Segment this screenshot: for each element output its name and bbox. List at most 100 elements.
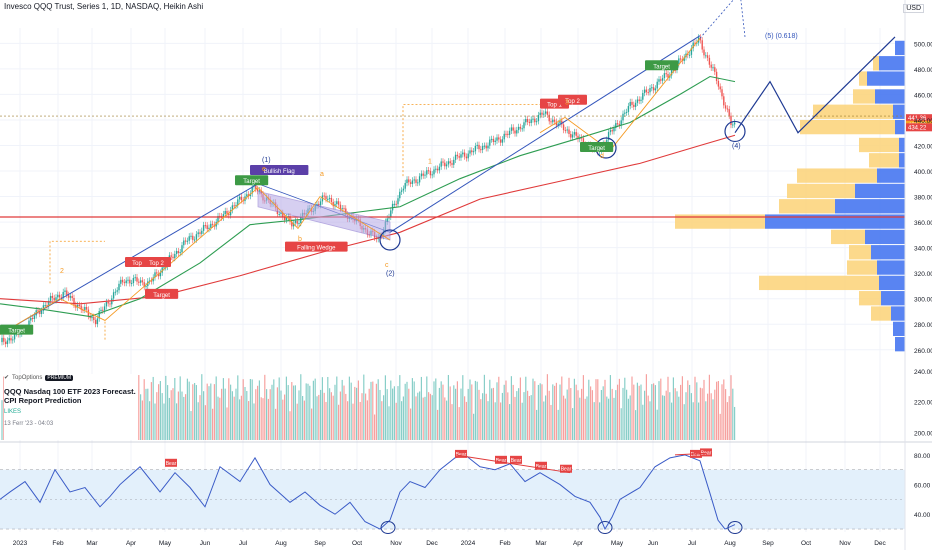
rsi-bear-label-bg — [165, 458, 177, 467]
volume-bar — [521, 402, 523, 440]
chart-title: Invesco QQQ Trust, Series 1, 1D, NASDAQ,… — [4, 2, 204, 11]
candle-body — [683, 57, 685, 61]
candle-body — [577, 135, 579, 140]
volume-bar — [363, 374, 365, 440]
candle-body — [197, 232, 199, 235]
volume-bar — [1, 400, 3, 440]
volume-bar — [503, 384, 505, 440]
volume-bar — [309, 385, 311, 440]
volume-profile-bar-sell — [797, 168, 877, 183]
volume-bar — [662, 395, 664, 440]
volume-bar — [507, 392, 509, 440]
time-tick-label: Nov — [390, 540, 402, 547]
price-tick-label: 320.00 — [914, 271, 932, 278]
volume-bar — [141, 400, 143, 440]
brand-icon: ✔ — [4, 375, 10, 381]
volume-bar — [599, 402, 601, 440]
candle-body — [391, 203, 394, 211]
volume-bar — [568, 377, 570, 440]
candle-body — [233, 205, 235, 207]
time-tick-label: May — [159, 540, 172, 547]
volume-bar — [163, 403, 165, 440]
volume-bar — [203, 391, 205, 440]
wave-circle — [379, 229, 401, 251]
volume-bar — [379, 389, 381, 440]
candle-body — [562, 124, 565, 131]
candle-body — [202, 225, 205, 231]
volume-bar — [152, 376, 154, 440]
candle-body — [222, 214, 225, 218]
volume-bar — [671, 402, 673, 440]
rsi-bear-label: Bear — [561, 467, 572, 473]
price-tick-label: 480.00 — [914, 67, 932, 74]
target-label: Target — [588, 146, 605, 152]
candle-body — [174, 253, 176, 259]
volume-bar — [707, 393, 709, 440]
volume-profile-bar-sell — [853, 89, 875, 104]
volume-bar — [653, 383, 655, 440]
volume-bar — [348, 376, 350, 440]
volume-bar — [433, 381, 435, 440]
time-tick-label: May — [611, 540, 624, 547]
volume-bar — [480, 399, 482, 440]
candle-body — [627, 106, 630, 112]
volume-bar — [339, 391, 341, 440]
price-tick-label: 380.00 — [914, 195, 932, 202]
volume-bar — [723, 379, 725, 440]
idea-info-card[interactable]: ✔ TopOptions PREMIUM QQQ Nasdaq 100 ETF … — [4, 374, 138, 440]
volume-bar — [177, 391, 179, 440]
volume-bar — [159, 381, 161, 440]
volume-bar — [597, 379, 599, 440]
rsi-bear-label-bg — [700, 448, 712, 457]
wave-label: a — [320, 171, 324, 178]
candle-body — [498, 137, 500, 140]
volume-bar — [582, 375, 584, 440]
candle-body — [78, 305, 81, 307]
volume-bar — [269, 389, 271, 440]
volume-bar — [465, 401, 467, 440]
likes-label[interactable]: LIKES — [4, 409, 22, 415]
candle-body — [402, 188, 405, 191]
candle-body — [613, 127, 615, 132]
idea-headline[interactable]: QQQ Nasdaq 100 ETF 2023 Forecast. CPI Re… — [4, 387, 136, 405]
candle-body — [548, 114, 550, 122]
candle-body — [53, 297, 55, 301]
time-tick-label: Nov — [839, 540, 851, 547]
candle-body — [654, 88, 657, 91]
candle-body — [544, 111, 547, 114]
price-tag-bg — [906, 123, 932, 132]
volume-bar — [541, 384, 543, 440]
time-tick-label: Dec — [426, 540, 438, 547]
candle-body — [570, 134, 572, 138]
candle-body — [256, 189, 259, 192]
volume-profile-bar-sell — [800, 119, 895, 135]
candle-body — [541, 112, 543, 115]
volume-bar — [572, 408, 574, 440]
candle-body — [514, 130, 516, 134]
volume-bar — [604, 379, 606, 440]
volume-profile-bar-sell — [859, 71, 867, 86]
candle-body — [390, 210, 392, 217]
candle-body — [559, 120, 561, 124]
volume-bar — [183, 396, 185, 440]
volume-bar — [606, 396, 608, 440]
volume-bar — [145, 388, 147, 440]
candle-body — [550, 121, 552, 123]
candle-body — [633, 104, 635, 107]
candle-body — [467, 153, 469, 159]
candle-body — [615, 123, 617, 128]
currency-button[interactable]: USD — [903, 4, 924, 13]
volume-profile-bar-buy — [877, 260, 905, 275]
candle-body — [237, 199, 239, 206]
volume-bar — [264, 374, 266, 440]
volume-profile-bar-buy — [855, 183, 905, 199]
volume-bar — [244, 386, 246, 440]
candle-body — [64, 290, 66, 292]
target-label-bg — [235, 175, 269, 186]
annotations: Target Target Target Target Target Bullish Fl… — [0, 0, 932, 335]
volume-bar — [359, 401, 361, 440]
candle-body — [503, 133, 505, 140]
candle-body — [107, 302, 109, 304]
volume-bar — [593, 402, 595, 440]
